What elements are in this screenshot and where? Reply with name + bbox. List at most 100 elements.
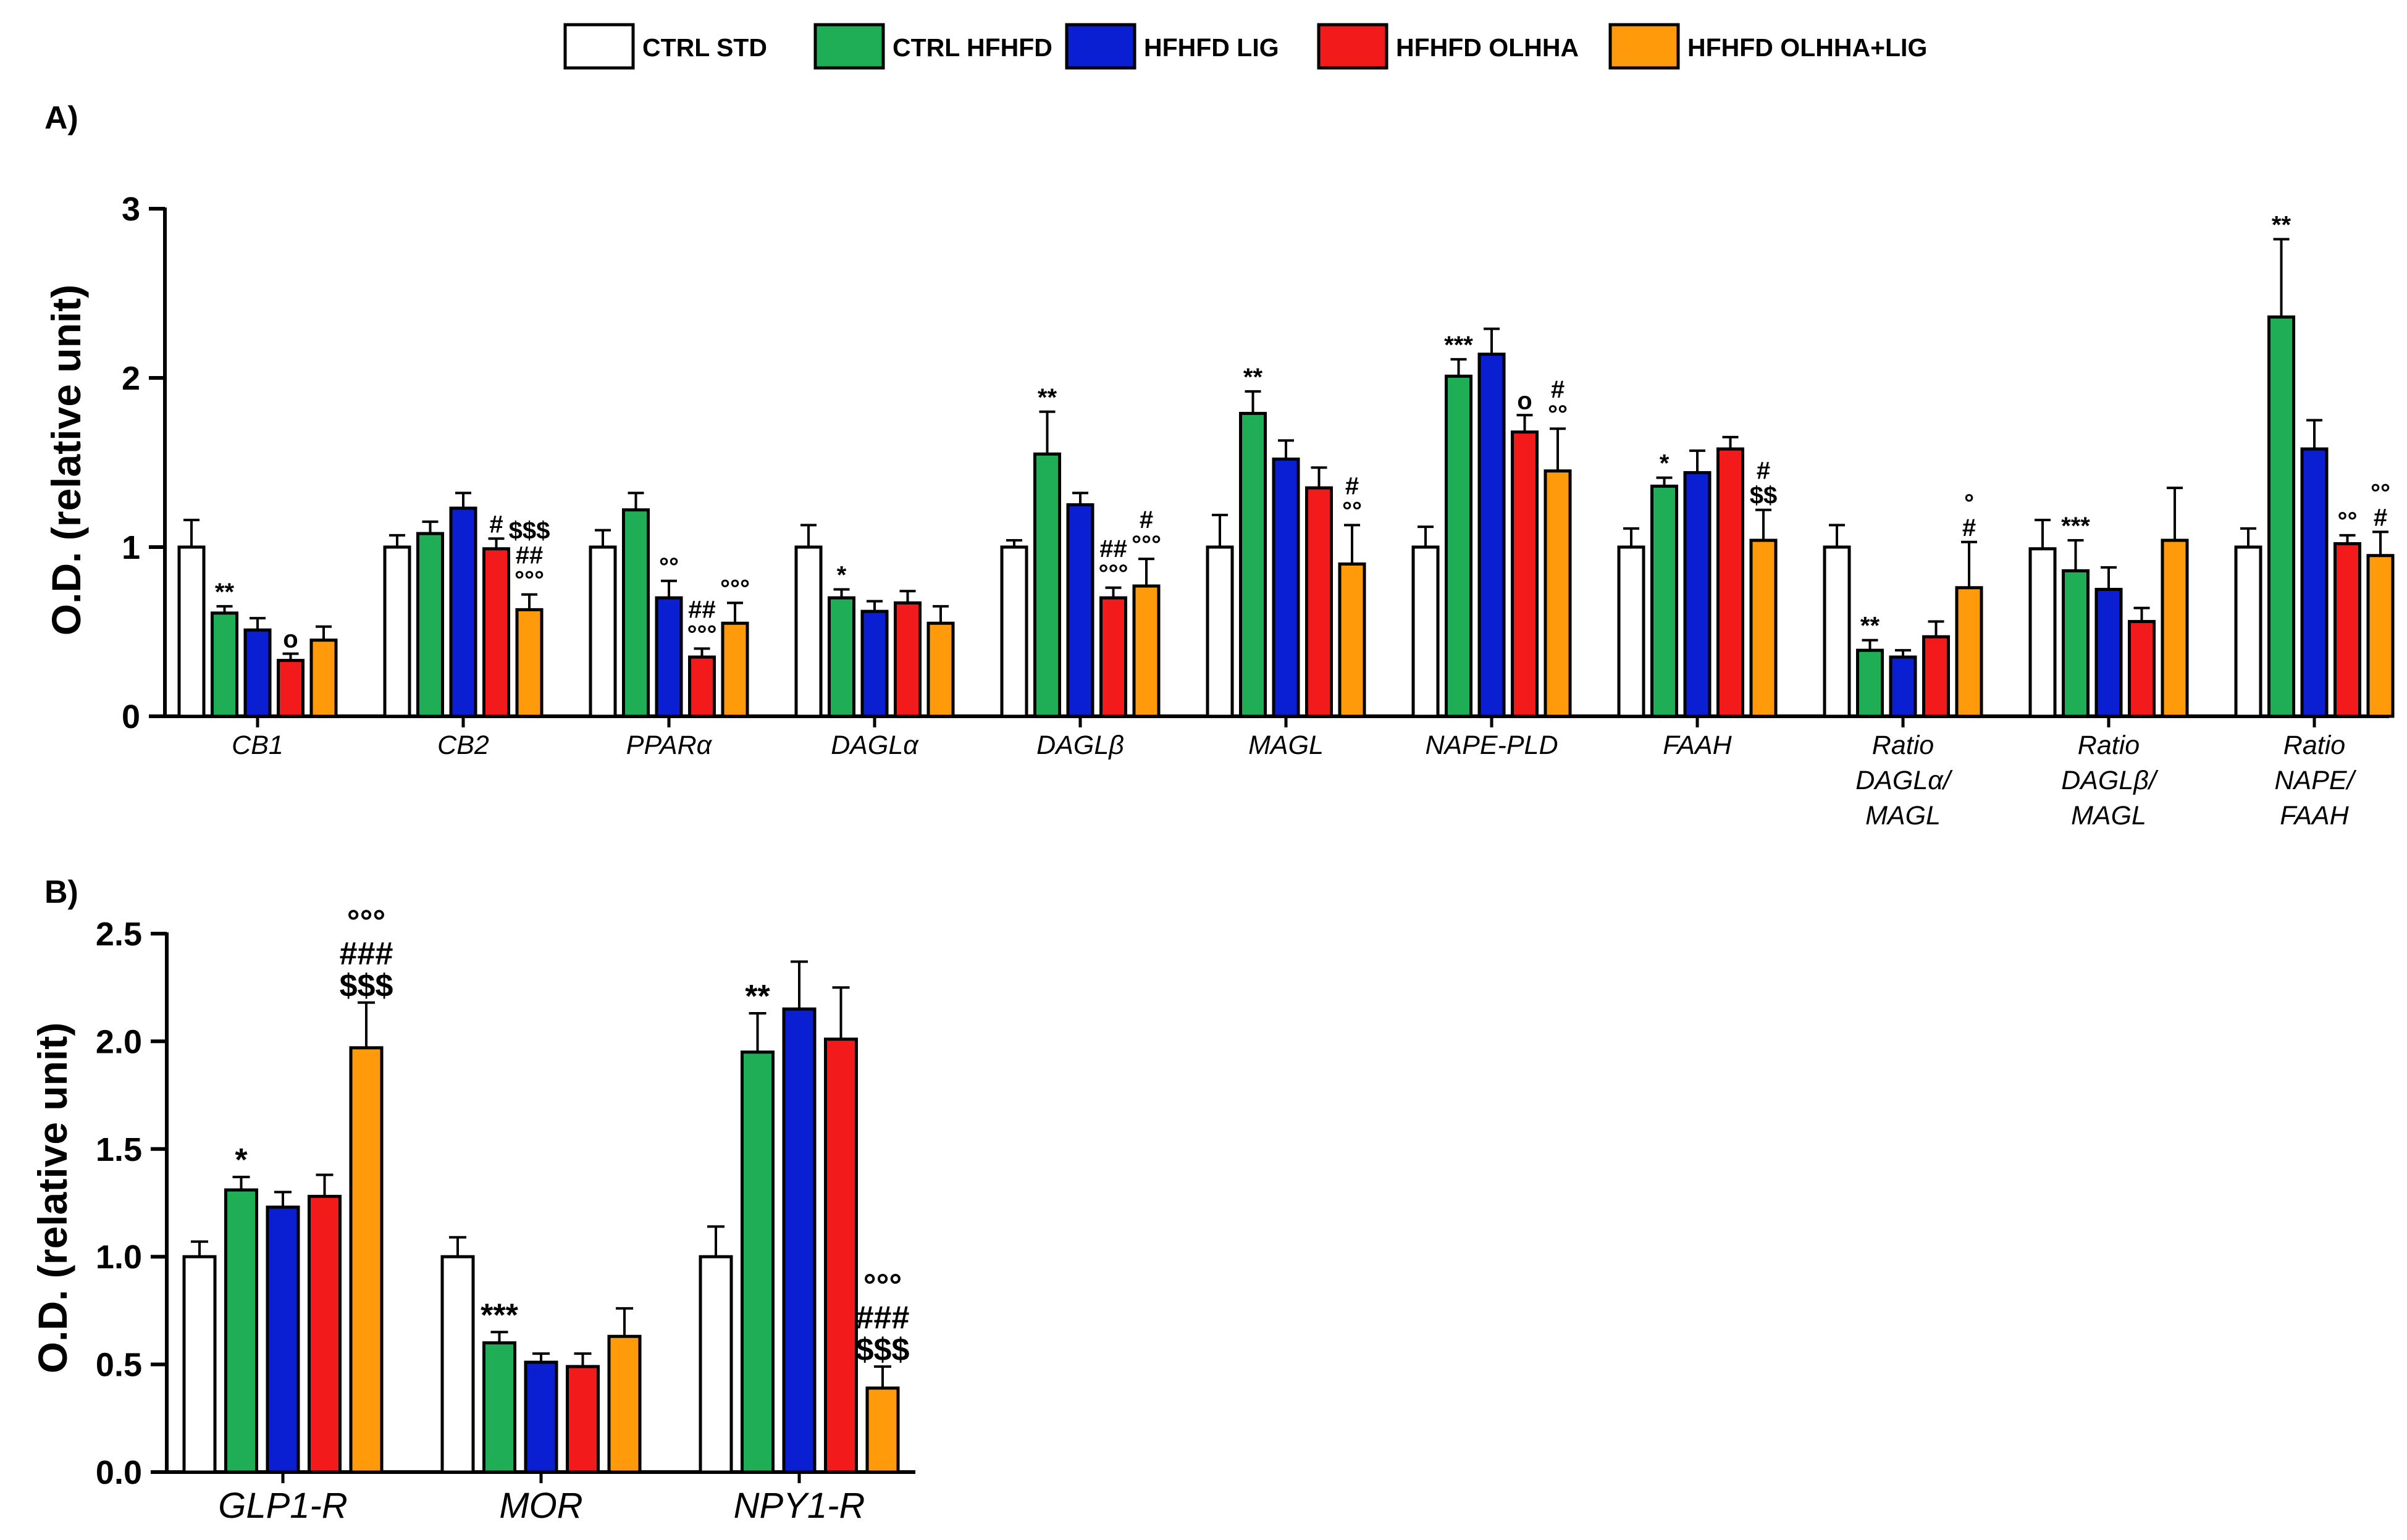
bar: [1511, 430, 1539, 718]
bar: [688, 655, 716, 718]
significance-mark: ***: [1444, 332, 1473, 359]
category-label: DAGLβ: [1036, 730, 1124, 760]
y-tick-label: 0: [122, 698, 140, 735]
legend: CTRL STD CTRL HFHFD HFHFD LIG HFHFD OLHHA HF…: [563, 23, 1927, 70]
significance-mark: #: [1757, 458, 1770, 485]
bar: [1922, 635, 1950, 718]
significance-mark: °°°: [863, 1268, 902, 1304]
y-tick-label: 1: [122, 529, 140, 566]
bar: [1445, 374, 1472, 718]
significance-mark: #: [1345, 472, 1359, 500]
significance-mark: $$$: [340, 968, 393, 1004]
category-label: NAPE-PLD: [1425, 730, 1558, 760]
bar: [865, 1386, 900, 1474]
legend-label: HFHFD OLHHA+LIG: [1687, 33, 1927, 62]
panel-label: A): [44, 100, 78, 136]
bar: [1033, 452, 1061, 718]
significance-mark: °°: [2371, 479, 2390, 506]
significance-mark: $$$: [856, 1332, 910, 1368]
significance-mark: $$$: [509, 517, 550, 545]
bar: [308, 1195, 342, 1474]
significance-mark: ##: [1099, 535, 1127, 563]
bar: [926, 621, 955, 718]
bar: [655, 596, 683, 718]
bar: [782, 1007, 817, 1474]
bar: [309, 638, 338, 718]
significance-mark: *: [235, 1142, 248, 1178]
panel-b: B) O.D. (relative unit) 0.0 0.5 1.0 1.5 2.0 2.5…: [30, 874, 915, 1526]
bar: [1955, 586, 1983, 718]
significance-mark: *: [1660, 450, 1670, 477]
bar: [182, 1255, 217, 1474]
significance-mark: °°°: [687, 621, 717, 648]
significance-mark: #: [1962, 514, 1976, 542]
bar: [1239, 412, 1267, 718]
legend-swatch: [563, 23, 635, 70]
bar: [2062, 569, 2090, 718]
bar: [1716, 447, 1744, 718]
significance-mark: °: [1964, 490, 1974, 517]
significance-mark: °°: [2338, 508, 2358, 535]
bar: [1000, 545, 1028, 718]
bar: [2333, 542, 2361, 718]
bar: [741, 1050, 775, 1474]
panel-label: B): [44, 874, 78, 910]
significance-mark: °°°: [515, 567, 544, 594]
legend-swatch: [1608, 23, 1680, 70]
bar: [1099, 596, 1127, 718]
legend-label: CTRL STD: [642, 33, 767, 62]
bar: [794, 545, 823, 718]
bar: [1477, 353, 1506, 718]
category-label: DAGLα/: [1855, 766, 1953, 795]
bar: [1650, 484, 1678, 718]
y-axis-label: O.D. (relative unit): [43, 285, 89, 635]
category-label: GLP1-R: [218, 1486, 348, 1526]
bar: [1617, 545, 1645, 718]
bar: [2366, 554, 2395, 718]
significance-mark: **: [215, 579, 235, 606]
significance-mark: °°: [1342, 497, 1362, 524]
bar: [1411, 545, 1440, 718]
legend-swatch: [1317, 23, 1388, 70]
bar: [894, 601, 922, 718]
significance-mark: °°: [659, 553, 679, 580]
bar: [566, 1365, 600, 1474]
significance-mark: o: [1517, 387, 1532, 414]
bar: [2128, 620, 2156, 718]
bar: [699, 1255, 733, 1474]
panel-a: A) O.D. (relative unit) 0 1 2 3 CB1 CB2 PPARα DAG…: [43, 100, 2395, 831]
bar: [2094, 588, 2123, 718]
legend-label: HFHFD OLHHA: [1396, 33, 1579, 62]
bar: [721, 621, 749, 718]
category-label: Ratio: [2283, 730, 2345, 760]
legend-swatch: [1065, 23, 1136, 70]
significance-mark: **: [1038, 384, 1057, 411]
significance-mark: #: [489, 511, 503, 538]
bar: [211, 611, 238, 718]
y-tick-label: 3: [122, 191, 140, 228]
bar: [1683, 471, 1712, 718]
bar: [482, 547, 510, 718]
significance-mark: °°°: [1132, 531, 1161, 558]
bar: [824, 1037, 858, 1474]
y-tick-label: 1.5: [96, 1131, 142, 1168]
category-label: Ratio: [2078, 730, 2140, 760]
bar: [277, 659, 305, 718]
significance-mark: °°°: [720, 575, 750, 602]
bar: [524, 1360, 558, 1474]
bar: [243, 628, 272, 718]
significance-mark: **: [1243, 364, 1263, 391]
category-label: MAGL: [2071, 801, 2146, 831]
bar: [2161, 538, 2189, 718]
bar: [1066, 503, 1094, 718]
category-label: DAGLβ/: [2061, 766, 2159, 795]
bar: [860, 609, 889, 718]
category-label: FAAH: [1663, 730, 1732, 760]
bar: [383, 545, 411, 718]
bar: [1132, 584, 1161, 718]
bar: [266, 1205, 300, 1474]
y-tick-label: 1.0: [96, 1239, 142, 1276]
category-label: FAAH: [2280, 801, 2349, 831]
significance-mark: **: [1860, 613, 1880, 640]
